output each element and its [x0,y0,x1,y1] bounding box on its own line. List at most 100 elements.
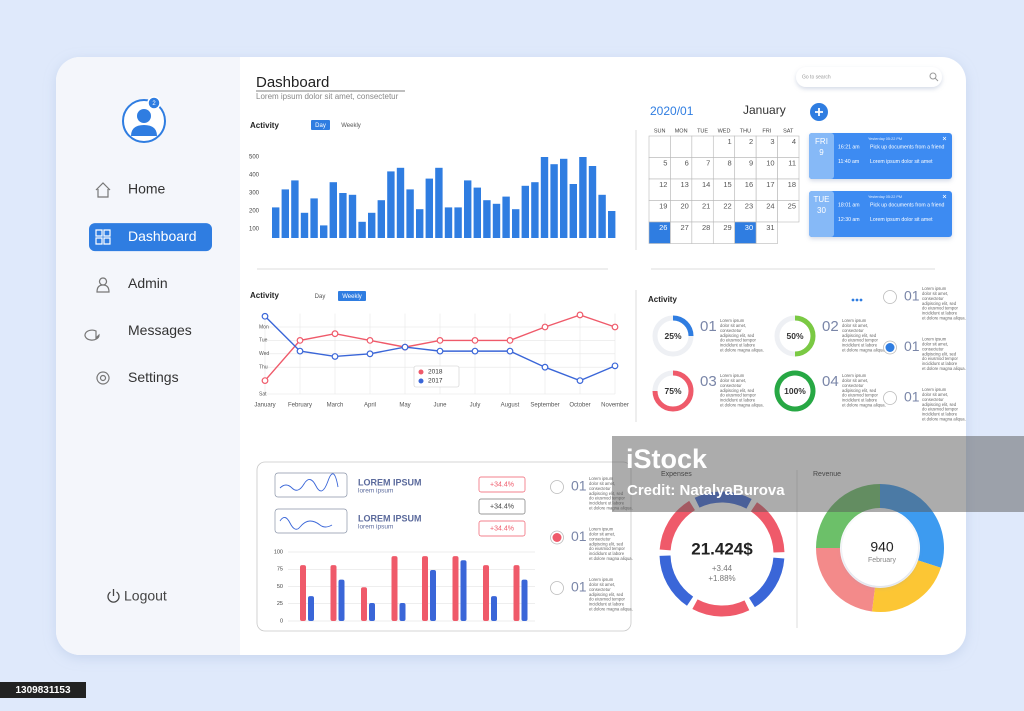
search-placeholder: Go to search [802,74,831,80]
lorem-text: Lorem ipsum [720,373,745,378]
lorem-text: consectetur [842,383,864,388]
calendar-cell [755,221,778,244]
lorem-text: incididunt ut labore [842,398,878,403]
bar [464,180,472,238]
lorem-text: consectetur [720,383,742,388]
nav-item: Admin [128,275,168,291]
ring-progress [774,370,816,412]
lorem-text: dolor sit amet, [922,342,948,347]
bar [329,182,337,238]
calendar-month: January [743,103,786,117]
bar [579,157,587,238]
calendar-day: 14 [702,180,710,189]
x-tick-label: June [433,403,447,409]
line-point [261,312,269,320]
item-number: 01 [904,338,920,354]
lorem-text: adipiscing elit, sed [720,388,755,393]
weekday: TUE [697,128,708,134]
calendar-day: 29 [723,223,731,232]
x-tick-label: March [327,403,344,409]
line-point [576,311,584,319]
radio[interactable] [550,480,564,494]
lorem-text: et dolore magna aliqua. [589,607,633,612]
bar [358,221,366,238]
sparkline [279,473,339,492]
lorem-text: incididunt ut labore [720,343,756,348]
tab: Day [315,123,326,129]
bar [521,185,529,238]
ring-label: 50% [786,331,803,341]
lorem-text: et dolore magna aliqua. [589,506,633,511]
line-point [506,347,514,355]
lorem-text: do eiusmod tempor [589,597,625,602]
lorem-text: incididunt ut labore [842,343,878,348]
weekday: SUN [654,128,666,134]
lorem-text: Lorem ipsum [589,476,614,481]
radio[interactable] [550,581,564,595]
bar [281,189,289,238]
logout: Logout [124,588,167,604]
y-tick-label: 300 [249,191,260,197]
y-tick-label: Thu [259,365,268,371]
item-number: 01 [571,528,587,544]
expenses-ring-segment [748,557,785,608]
nav-icon [95,229,111,245]
legend [413,365,460,388]
lorem-text: incididunt ut labore [720,398,756,403]
calendar-day: 18 [788,180,796,189]
nav-active-bg [89,223,212,252]
lorem-text: dolor sit amet, [589,481,615,486]
lorem-text: dolor sit amet, [922,392,948,397]
line-point [471,337,479,344]
line-point [541,363,549,371]
bar [330,565,337,621]
sidebar [56,57,240,655]
event-date-block [809,191,834,237]
calendar-day: 17 [766,180,774,189]
revenue-value: 940 [870,539,894,555]
item-number: 01 [571,478,587,494]
lorem-text: adipiscing elit, sed [922,301,957,306]
badge [478,520,526,537]
lorem-text: Lorem ipsum [842,373,867,378]
lorem-text: do eiusmod tempor [842,393,878,398]
lorem-text: do eiusmod tempor [720,338,756,343]
lorem-text: incididunt ut labore [589,602,625,607]
lorem-text: dolor sit amet, [589,532,615,537]
nav-item: Home [128,181,166,197]
line-point [506,337,514,344]
bar [460,560,467,621]
donut-segment [871,559,941,612]
lorem-text: incididunt ut labore [589,501,625,506]
calendar-day: 13 [681,180,689,189]
calendar-day: 9 [749,158,753,167]
calendar-cell [648,135,671,158]
radio[interactable] [883,391,897,405]
line-point [471,347,479,355]
lorem-text: Lorem ipsum [922,337,947,342]
line-point [401,343,409,351]
radio[interactable] [883,290,897,304]
lorem-text: consectetur [589,536,611,541]
legend-label: 2017 [428,378,443,385]
nav-item: Messages [128,322,192,338]
y-tick-label: 200 [249,209,260,215]
bar [300,565,306,621]
event-text: Pick up documents from a friend [870,144,945,150]
calendar-day: 3 [770,137,774,146]
x-tick-label: November [601,403,629,409]
tab-active [311,120,330,130]
item-number: 01 [904,389,920,405]
ring-label: 75% [664,386,681,396]
line-point [261,377,269,385]
x-tick-label: July [470,403,481,409]
calendar-day: 24 [766,201,774,210]
calendar-day: 25 [788,201,796,210]
lorem-text: consectetur [842,328,864,333]
calendar-day: 2 [749,137,753,146]
y-tick-label: 50 [277,584,283,590]
event-header: Yesterday 05:22 PM [868,137,902,141]
y-tick-label: 25 [277,601,283,607]
lorem-text: Lorem ipsum [922,387,947,392]
lorem-text: et dolore magna aliqua. [842,348,886,353]
